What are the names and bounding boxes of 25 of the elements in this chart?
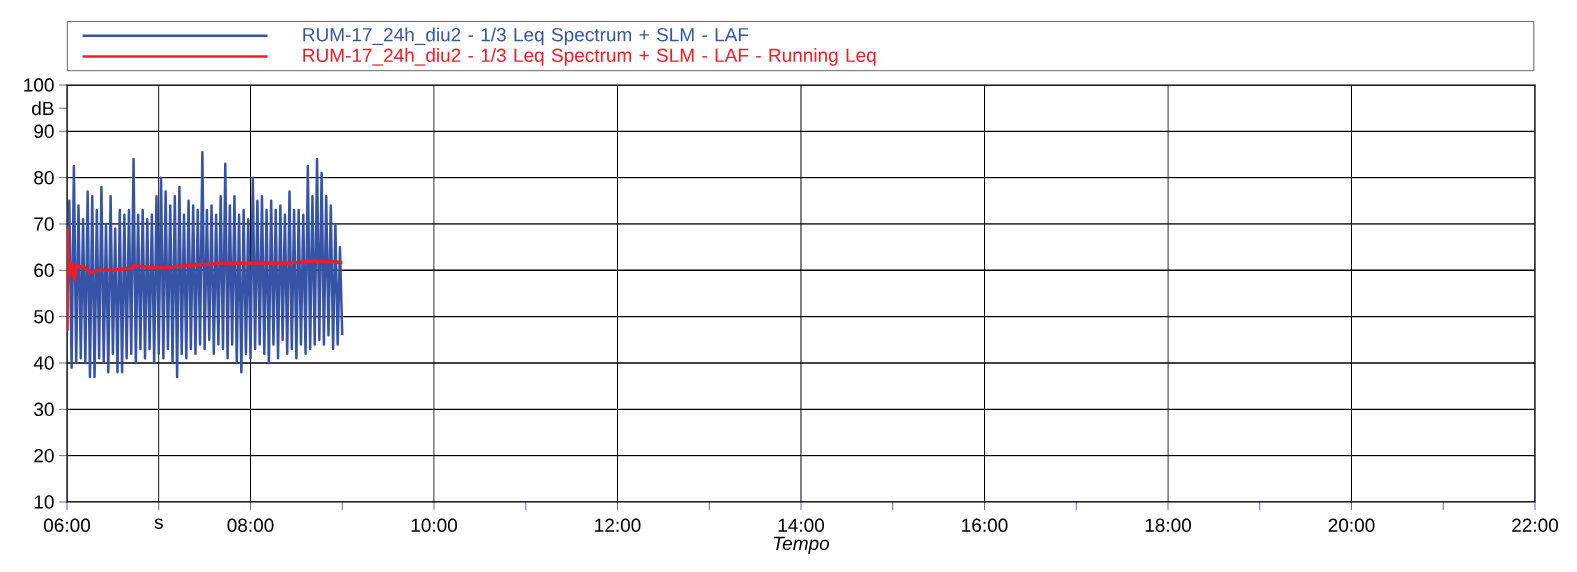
y-tick-label: 50 xyxy=(34,309,54,324)
text: RUM-17_24h_diu2 - 1/3 Leq Spectrum + SLM - LAF - Running Leq xyxy=(303,48,876,66)
x-tick-label: 12:00 xyxy=(595,518,641,532)
x-tick-label: 18:00 xyxy=(1145,518,1192,532)
y-tick-label: 100 xyxy=(24,78,54,92)
x-tick-label: 06:00 xyxy=(43,518,91,532)
y-tick-label: 30 xyxy=(34,402,54,417)
y-tick-label: 40 xyxy=(33,356,54,370)
y-tick-label: 60 xyxy=(34,263,54,278)
y-tick-label: 70 xyxy=(34,217,54,231)
text: RUM-17_24h_diu2 - 1/3 Leq Spectrum + SLM - LAF xyxy=(303,27,749,46)
x-tick-label: 10:00 xyxy=(411,518,458,532)
x-tick-label: 20:00 xyxy=(1328,518,1375,532)
y-tick-label: 10 xyxy=(34,495,54,509)
y-tick-label: 20 xyxy=(34,448,54,463)
y-tick-label: 90 xyxy=(34,124,54,139)
x-axis-title: Tempo xyxy=(774,536,830,554)
x-tick-label: s xyxy=(154,518,163,529)
y-tick-label: 80 xyxy=(34,170,54,185)
x-tick-label: 22:00 xyxy=(1512,518,1559,532)
line-series xyxy=(67,150,344,379)
y-tick-label: dB xyxy=(32,101,54,116)
x-tick-label: 16:00 xyxy=(962,518,1008,532)
x-tick-label: 08:00 xyxy=(227,518,274,532)
x-tick-label: 14:00 xyxy=(778,518,825,532)
